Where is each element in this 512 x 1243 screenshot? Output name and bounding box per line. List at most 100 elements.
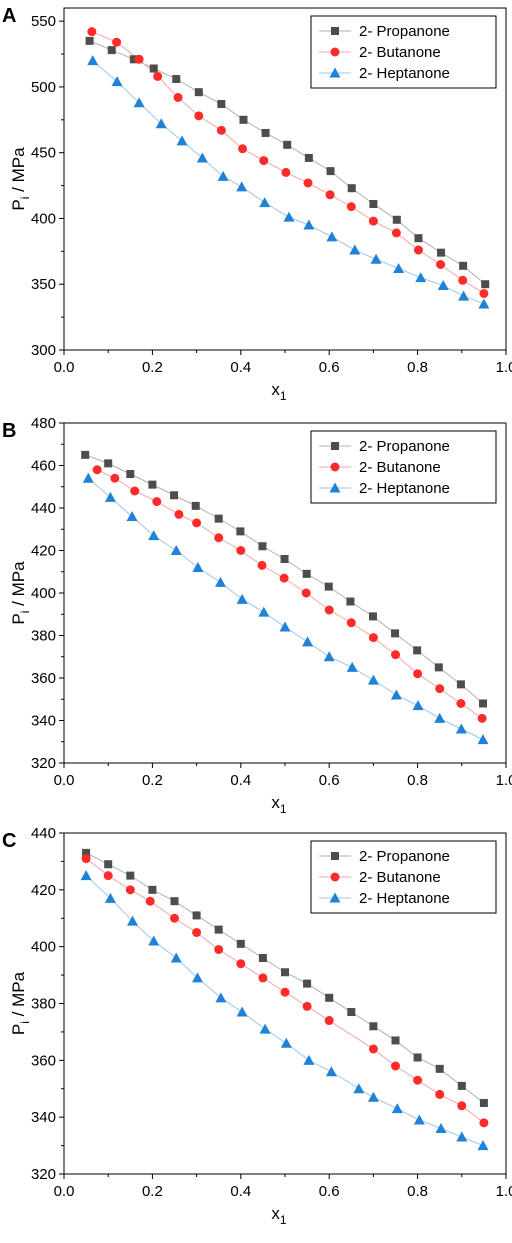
marker-2-propanone-14 xyxy=(391,1036,400,1045)
marker-2-propanone-16 xyxy=(435,1064,444,1073)
marker-2-heptanone-1 xyxy=(111,76,123,87)
y-tick-label: 460 xyxy=(31,458,56,475)
marker-2-butanone-11 xyxy=(324,1016,334,1026)
marker-2-butanone-3 xyxy=(153,71,163,81)
marker-2-butanone-3 xyxy=(152,497,162,507)
marker-2-heptanone-7 xyxy=(236,593,248,604)
marker-2-propanone-3 xyxy=(148,480,157,489)
marker-2-heptanone-6 xyxy=(214,576,226,587)
marker-2-heptanone-8 xyxy=(259,197,271,208)
marker-2-butanone-9 xyxy=(279,573,289,583)
panel-letter: B xyxy=(2,420,16,442)
marker-2-butanone-4 xyxy=(174,509,184,519)
y-axis-label-subscript: i xyxy=(18,197,32,200)
marker-2-heptanone-7 xyxy=(236,181,248,192)
marker-2-butanone-12 xyxy=(368,1044,378,1054)
legend-entry-label: 2- Heptanone xyxy=(359,890,450,907)
marker-2-heptanone-10 xyxy=(302,636,314,647)
y-axis-label-unit: / MPa xyxy=(9,147,28,197)
marker-2-butanone-2 xyxy=(130,486,140,496)
marker-2-propanone-13 xyxy=(369,199,378,208)
marker-2-butanone-13 xyxy=(368,633,378,643)
marker-legend-2-propanone-0 xyxy=(331,27,339,35)
marker-2-butanone-16 xyxy=(457,1101,467,1111)
marker-legend-2-butanone-1 xyxy=(330,872,340,882)
marker-2-propanone-8 xyxy=(258,542,267,551)
marker-2-butanone-0 xyxy=(92,465,102,475)
marker-2-heptanone-11 xyxy=(325,1066,337,1077)
marker-2-propanone-7 xyxy=(239,115,248,124)
marker-2-butanone-15 xyxy=(413,669,423,679)
y-tick-label: 400 xyxy=(31,585,56,602)
marker-2-heptanone-12 xyxy=(353,1083,365,1094)
marker-2-propanone-7 xyxy=(236,939,245,948)
y-tick-label: 450 xyxy=(31,145,56,162)
marker-2-propanone-11 xyxy=(324,582,333,591)
marker-2-butanone-17 xyxy=(456,699,466,708)
legend-entry-label: 2- Butanone xyxy=(359,869,441,886)
marker-2-butanone-6 xyxy=(214,945,224,955)
legend-entry-label: 2- Heptanone xyxy=(359,65,450,82)
marker-2-butanone-18 xyxy=(479,288,489,298)
marker-2-propanone-5 xyxy=(191,501,200,510)
marker-2-heptanone-14 xyxy=(391,1103,403,1114)
marker-2-propanone-3 xyxy=(148,885,157,894)
x-tick-label: 0.4 xyxy=(230,1183,251,1200)
marker-2-propanone-12 xyxy=(347,184,356,193)
marker-2-butanone-13 xyxy=(368,216,378,226)
x-tick-label: 0.8 xyxy=(407,359,428,376)
marker-2-butanone-0 xyxy=(87,27,97,37)
marker-2-propanone-13 xyxy=(369,1022,378,1031)
marker-2-butanone-15 xyxy=(413,245,423,255)
marker-2-butanone-7 xyxy=(238,144,248,154)
marker-2-butanone-18 xyxy=(477,713,487,723)
marker-2-butanone-9 xyxy=(280,987,290,997)
x-tick-label: 0.6 xyxy=(319,772,340,789)
marker-2-propanone-14 xyxy=(392,215,401,224)
x-tick-label: 0.0 xyxy=(54,359,75,376)
y-tick-label: 350 xyxy=(31,276,56,293)
marker-2-propanone-7 xyxy=(236,527,245,536)
x-tick-label: 0.6 xyxy=(319,359,340,376)
marker-2-propanone-1 xyxy=(107,46,116,55)
marker-2-butanone-10 xyxy=(301,588,311,598)
marker-2-propanone-0 xyxy=(82,848,91,857)
marker-2-heptanone-18 xyxy=(478,298,490,309)
marker-2-propanone-10 xyxy=(302,569,311,578)
x-tick-label: 0.4 xyxy=(230,359,251,376)
marker-2-propanone-15 xyxy=(413,646,422,655)
legend-entry-label: 2- Butanone xyxy=(359,44,441,61)
marker-2-heptanone-13 xyxy=(367,1091,379,1102)
marker-2-propanone-4 xyxy=(170,897,179,906)
marker-2-heptanone-6 xyxy=(217,170,229,181)
marker-2-heptanone-0 xyxy=(82,472,94,483)
marker-2-butanone-16 xyxy=(436,260,446,269)
marker-2-heptanone-9 xyxy=(280,1037,292,1048)
marker-legend-2-butanone-1 xyxy=(330,47,340,57)
marker-2-propanone-4 xyxy=(170,491,179,500)
marker-2-heptanone-13 xyxy=(367,674,379,685)
marker-2-butanone-6 xyxy=(214,533,224,543)
marker-2-heptanone-4 xyxy=(170,545,182,555)
marker-2-heptanone-5 xyxy=(191,972,203,983)
marker-2-heptanone-8 xyxy=(259,1023,271,1034)
marker-2-propanone-8 xyxy=(258,954,267,963)
marker-2-propanone-8 xyxy=(261,128,270,137)
marker-2-propanone-3 xyxy=(149,64,158,73)
marker-2-propanone-2 xyxy=(126,871,135,880)
y-tick-label: 500 xyxy=(31,79,56,96)
marker-2-propanone-12 xyxy=(347,1008,356,1017)
x-tick-label: 0.2 xyxy=(142,359,163,376)
y-tick-label: 340 xyxy=(31,1109,56,1126)
marker-2-heptanone-11 xyxy=(323,651,335,662)
marker-legend-2-butanone-1 xyxy=(330,462,340,472)
x-axis-label-main: x xyxy=(271,1204,280,1223)
marker-2-propanone-18 xyxy=(479,1098,488,1107)
chart-panel-c: C 0.0 0.2 0.4 0.6 0.8 1.0 320 340 360 380 400 420 440… xyxy=(2,825,512,1227)
marker-2-propanone-6 xyxy=(217,100,226,109)
y-tick-label: 420 xyxy=(31,543,56,560)
y-axis-label-subscript: i xyxy=(18,1021,32,1024)
marker-2-butanone-8 xyxy=(259,156,269,166)
marker-2-heptanone-12 xyxy=(349,244,361,255)
marker-2-propanone-13 xyxy=(368,612,377,621)
